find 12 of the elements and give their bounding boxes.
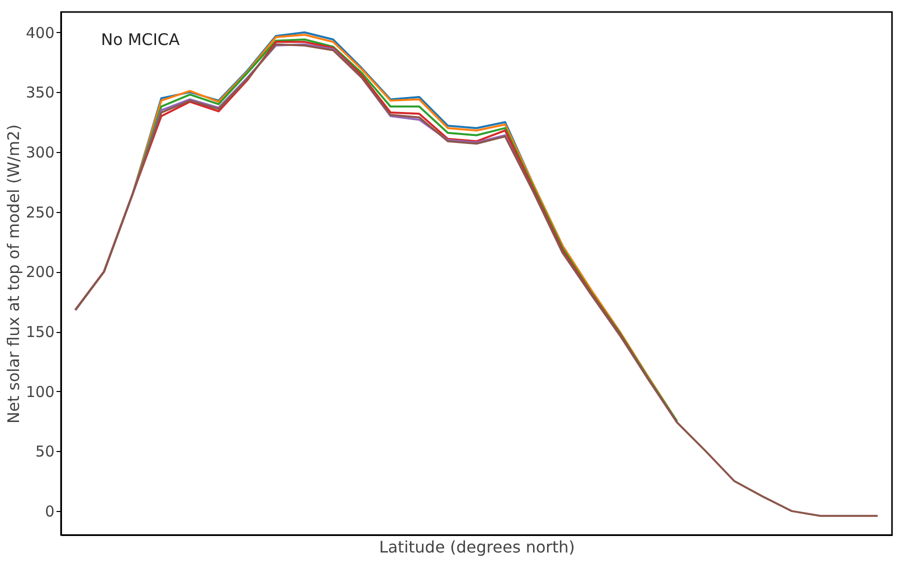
y-tick-label: 200 — [26, 263, 54, 282]
annotation: No MCICA — [101, 30, 180, 49]
x-axis-title: Latitude (degrees north) — [379, 538, 575, 556]
y-tick-label: 0 — [44, 502, 54, 521]
y-tick-label: 50 — [35, 442, 54, 461]
y-tick-label: 400 — [26, 24, 54, 42]
y-tick-label: 150 — [26, 323, 54, 342]
y-tick-label: 350 — [26, 84, 54, 102]
y-tick-label: 250 — [26, 203, 54, 222]
y-axis-title: Net solar flux at top of model (W/m2) — [4, 124, 23, 424]
y-tick-label: 300 — [26, 144, 54, 162]
y-tick-label: 100 — [26, 382, 54, 401]
